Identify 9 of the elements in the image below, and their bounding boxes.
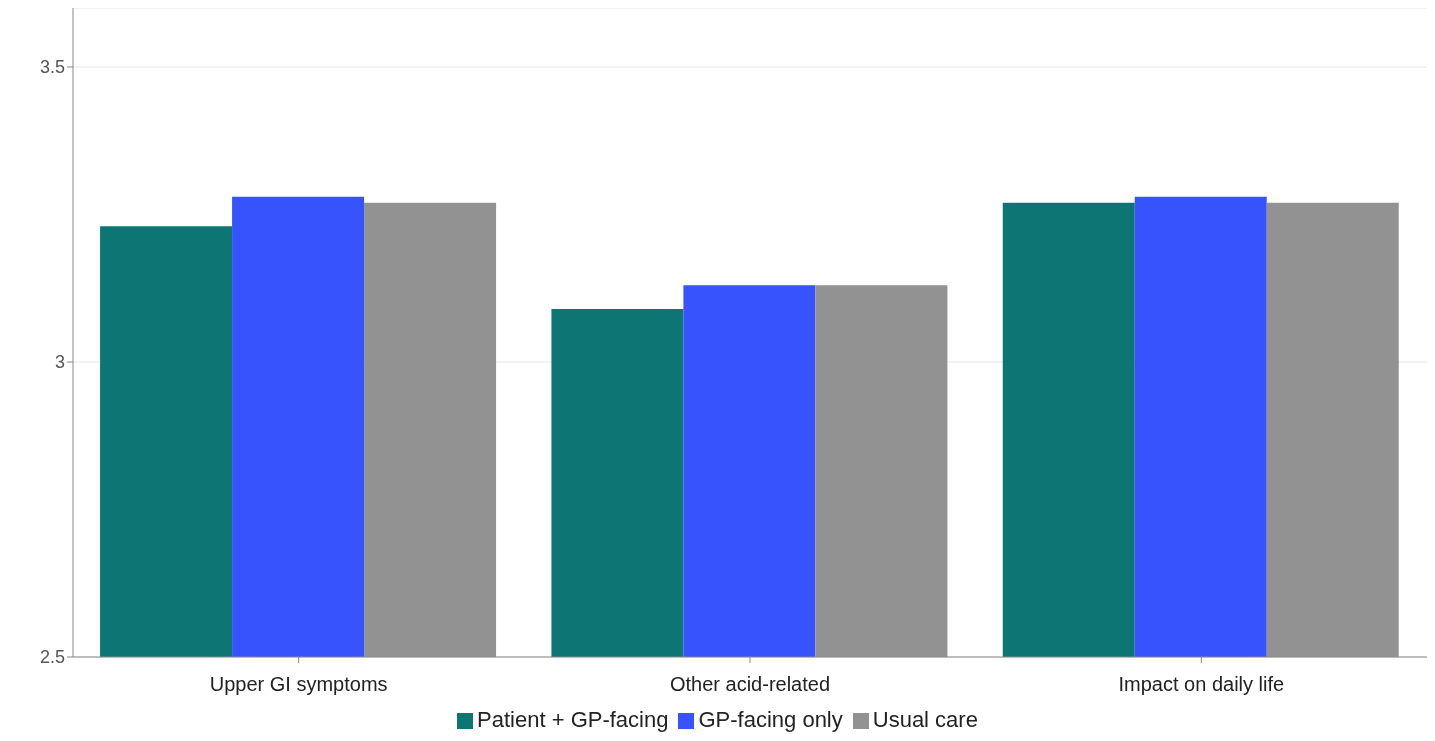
legend-label: Usual care bbox=[872, 707, 978, 732]
y-tick-label: 2.5 bbox=[39, 647, 65, 668]
x-tick-label: Other acid-related bbox=[669, 673, 831, 696]
legend-label: GP-facing only bbox=[698, 707, 843, 732]
x-tick-label: Impact on daily life bbox=[1118, 673, 1285, 696]
y-tick-label: 3 bbox=[54, 352, 65, 373]
x-tick-label: Upper GI symptoms bbox=[209, 673, 388, 696]
legend-label: Patient + GP-facing bbox=[477, 707, 669, 732]
y-tick-label: 3.5 bbox=[39, 57, 65, 78]
